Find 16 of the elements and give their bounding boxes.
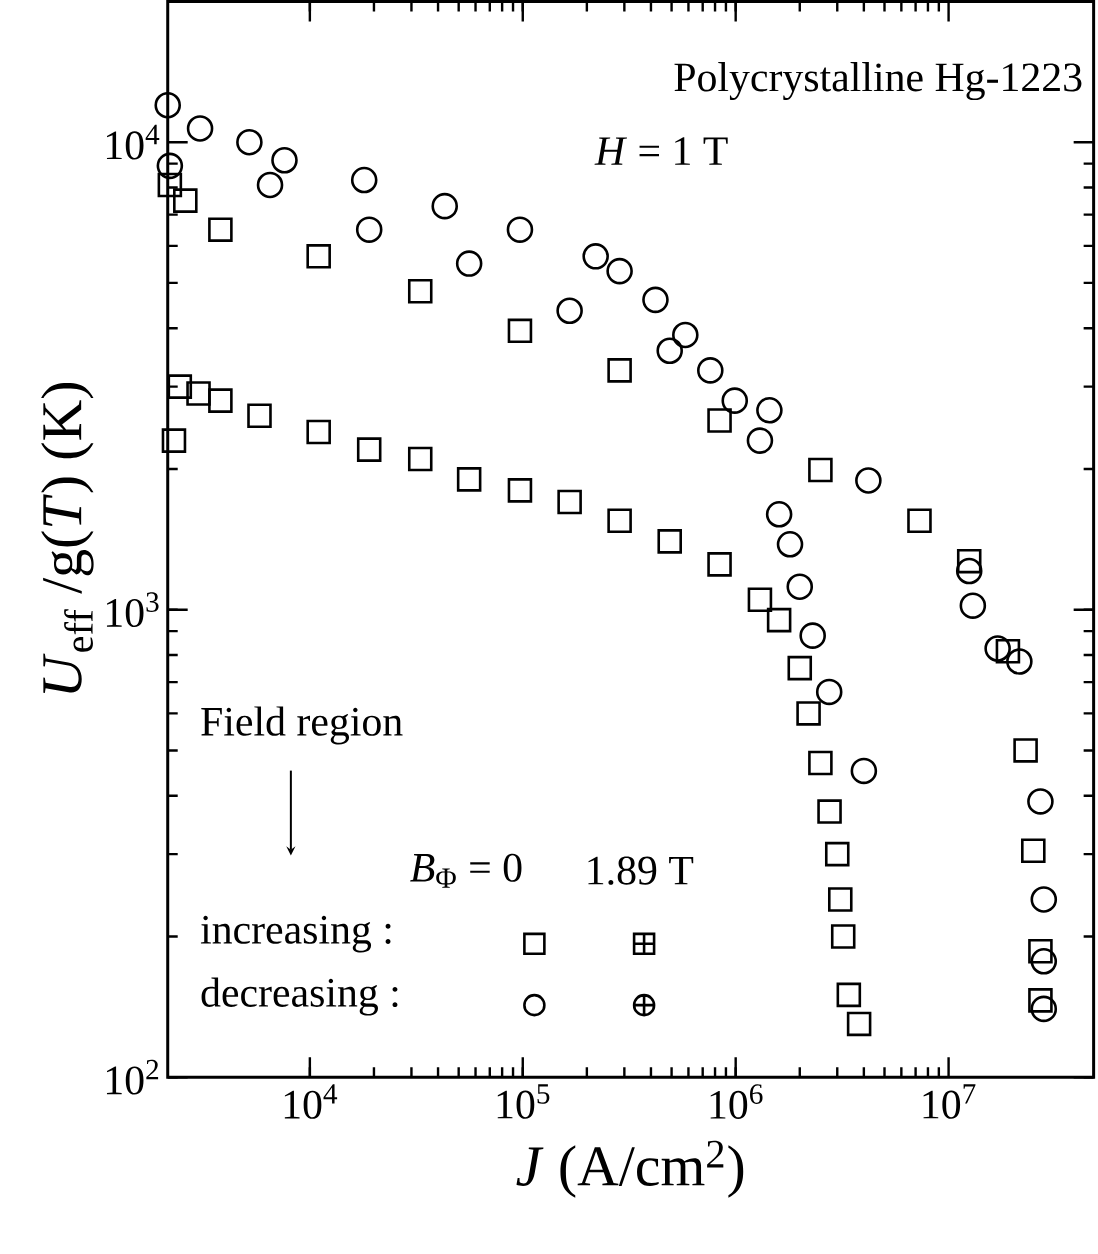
- y-tick-label: 10$^{3}$: [107, 592, 159, 628]
- x-tick-label: 10$^{4}$: [285, 1084, 338, 1119]
- annotation: Polycrystalline Hg-1223: [674, 62, 1082, 101]
- y-axis-title: U$_{eff}$ /g(T) (K): [41, 383, 94, 693]
- annotation: Field region: [201, 706, 403, 745]
- annotation: increasing :: [201, 915, 391, 953]
- annotation: B$_{Φ}$ = 0: [410, 853, 522, 888]
- x-axis-title: J (A/cm$^{2}$): [516, 1140, 744, 1198]
- annotation: decreasing :: [201, 977, 398, 1016]
- y-tick-label: 10$^{2}$: [107, 1059, 159, 1095]
- y-tick-label: 10$^{4}$: [107, 124, 160, 160]
- x-tick-label: 10$^{6}$: [710, 1084, 763, 1119]
- x-tick-label: 10$^{7}$: [923, 1084, 976, 1119]
- annotation: H = 1 T: [594, 137, 728, 165]
- annotation: 1.89 T: [588, 856, 694, 885]
- x-tick-label: 10$^{5}$: [497, 1084, 550, 1119]
